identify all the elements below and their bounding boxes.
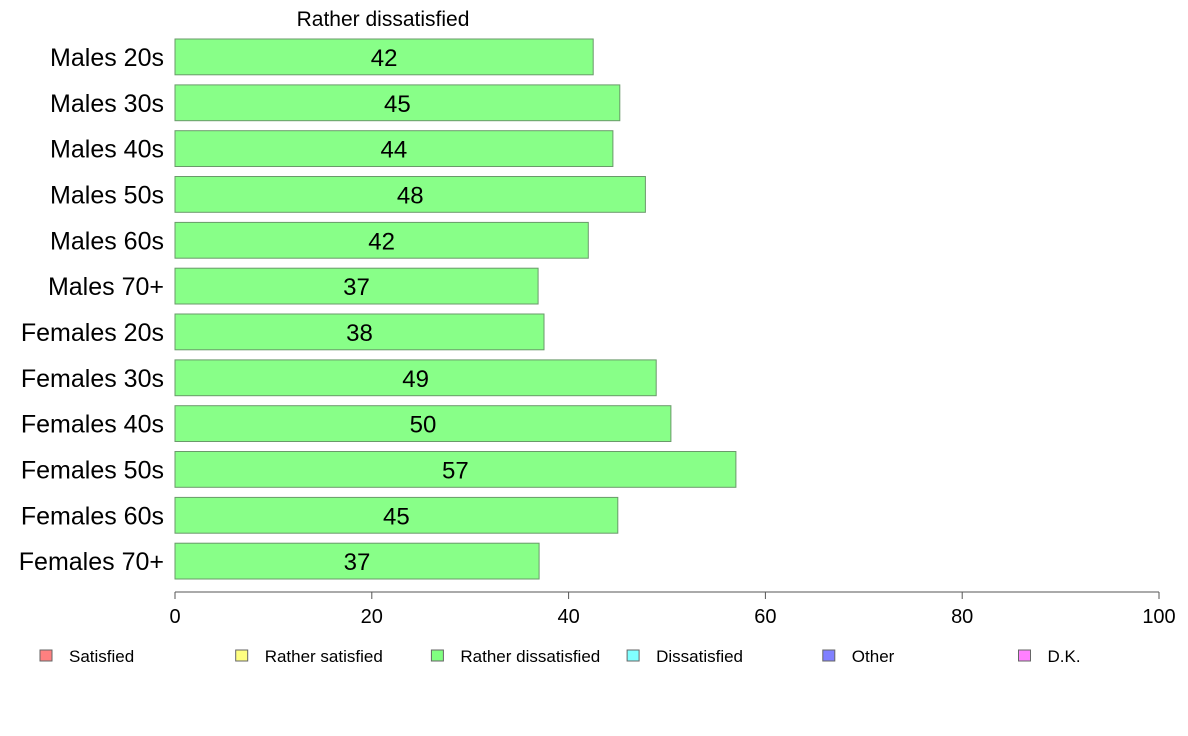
legend-swatch bbox=[39, 649, 53, 662]
legend-item: Other bbox=[822, 647, 895, 666]
legend-item: Satisfied bbox=[39, 647, 134, 666]
x-axis: 0 20 40 60 80 100 bbox=[169, 591, 1176, 628]
bar-group: Females 20s 38 bbox=[21, 313, 545, 351]
legend-swatch bbox=[626, 649, 640, 662]
bar-group: Females 30s 49 bbox=[21, 359, 657, 397]
legend-label: D.K. bbox=[1048, 647, 1081, 666]
data-label: 48 bbox=[397, 182, 424, 209]
data-label: 38 bbox=[346, 320, 373, 347]
bar bbox=[174, 542, 540, 580]
x-tick-label: 60 bbox=[754, 606, 776, 628]
bar bbox=[174, 176, 646, 213]
category-label: Females 30s bbox=[21, 365, 164, 393]
legend-swatch bbox=[235, 649, 249, 662]
legend-swatch bbox=[822, 649, 836, 662]
category-label: Females 20s bbox=[21, 319, 164, 347]
category-label: Males 40s bbox=[50, 136, 164, 164]
data-label: 42 bbox=[371, 45, 398, 72]
legend-label: Satisfied bbox=[69, 647, 134, 666]
category-label: Females 60s bbox=[21, 502, 164, 530]
legend-item: Rather satisfied bbox=[235, 647, 383, 666]
category-label: Females 40s bbox=[21, 411, 164, 439]
data-label: 37 bbox=[343, 274, 370, 301]
data-label: 37 bbox=[344, 549, 371, 576]
data-label: 44 bbox=[381, 137, 408, 164]
bar bbox=[174, 405, 672, 443]
bar bbox=[174, 496, 619, 534]
bar-group: Males 40s 44 bbox=[50, 130, 614, 167]
legend-swatch bbox=[430, 649, 444, 662]
bar-group: Males 20s 42 bbox=[50, 38, 594, 76]
bars-layer: Males 20s 42 Males 30s 45 Males 40s 44 Males 5… bbox=[19, 38, 737, 580]
bar bbox=[174, 84, 621, 122]
category-label: Females 70+ bbox=[19, 548, 164, 576]
bar-group: Females 60s 45 bbox=[21, 496, 619, 534]
legend-item: D.K. bbox=[1018, 647, 1081, 666]
bar-group: Males 50s 48 bbox=[50, 176, 646, 213]
bar-group: Males 60s 42 bbox=[50, 221, 589, 259]
x-tick-label: 40 bbox=[557, 606, 579, 628]
data-label: 49 bbox=[402, 366, 429, 393]
category-label: Males 60s bbox=[50, 227, 164, 255]
bar-group: Females 70+ 37 bbox=[19, 542, 540, 580]
category-label: Females 50s bbox=[21, 456, 164, 484]
category-label: Males 70+ bbox=[48, 273, 164, 301]
bar-group: Females 50s 57 bbox=[21, 451, 737, 488]
bar bbox=[174, 130, 614, 167]
legend-item: Rather dissatisfied bbox=[430, 647, 600, 666]
bar bbox=[174, 38, 594, 76]
category-label: Males 30s bbox=[50, 90, 164, 118]
category-label: Males 50s bbox=[50, 181, 164, 209]
bar-group: Males 30s 45 bbox=[50, 84, 621, 122]
chart-title: Rather dissatisfied bbox=[297, 8, 470, 31]
x-tick-label: 80 bbox=[951, 606, 973, 628]
x-tick-label: 20 bbox=[361, 606, 383, 628]
bar bbox=[174, 451, 737, 488]
data-label: 45 bbox=[383, 503, 410, 530]
bar bbox=[174, 267, 539, 305]
data-label: 50 bbox=[410, 412, 437, 439]
legend-item: Dissatisfied bbox=[626, 647, 743, 666]
category-label: Males 20s bbox=[50, 44, 164, 72]
bar bbox=[174, 359, 657, 397]
bar bbox=[174, 313, 545, 351]
legend-label: Rather satisfied bbox=[265, 647, 383, 666]
data-label: 42 bbox=[368, 228, 395, 255]
x-tick-label: 0 bbox=[169, 606, 180, 628]
legend-label: Rather dissatisfied bbox=[460, 647, 600, 666]
bar bbox=[174, 221, 589, 259]
legend-label: Dissatisfied bbox=[656, 647, 743, 666]
legend-label: Other bbox=[852, 647, 895, 666]
x-tick-label: 100 bbox=[1142, 606, 1175, 628]
data-label: 45 bbox=[384, 91, 411, 118]
legend: Satisfied Rather satisfied Rather dissatis… bbox=[39, 647, 1081, 666]
data-label: 57 bbox=[442, 457, 469, 484]
bar-group: Males 70+ 37 bbox=[48, 267, 539, 305]
legend-swatch bbox=[1018, 649, 1031, 662]
bar-group: Females 40s 50 bbox=[21, 405, 672, 443]
